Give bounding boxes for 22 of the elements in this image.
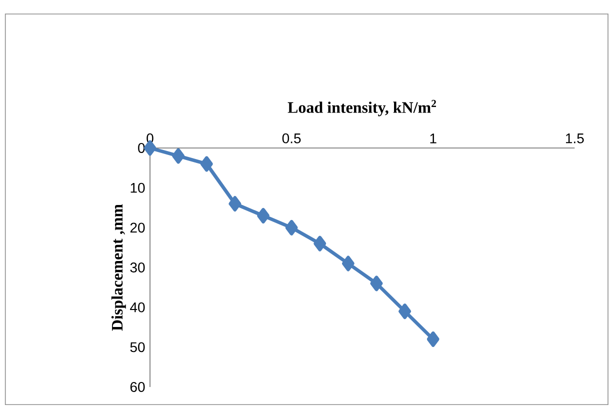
y-tick-label: 10	[130, 182, 145, 193]
point	[257, 208, 270, 224]
point	[426, 331, 440, 347]
x-tick-label: 0.5	[282, 133, 301, 144]
y-tick-label: 0	[138, 143, 145, 153]
x-tick-label: 1	[430, 134, 436, 144]
y-tick-label: 30	[130, 262, 145, 272]
y-tick-label: 50	[130, 342, 145, 352]
point	[285, 220, 298, 236]
point	[370, 276, 383, 292]
point	[314, 236, 326, 252]
point	[228, 196, 242, 212]
y-tick-label: 40	[130, 302, 145, 312]
y-tick-label: 60	[130, 382, 145, 392]
y-axis-title: Displacement ,mm	[111, 204, 126, 331]
point	[398, 304, 412, 320]
x-tick-label: 1.5	[566, 134, 584, 144]
x-axis-title: Load intensity, kN/m$^{2}$	[288, 100, 436, 116]
point	[342, 256, 354, 272]
y-tick-label: 20	[130, 222, 145, 233]
point	[200, 156, 213, 172]
point	[172, 148, 185, 164]
